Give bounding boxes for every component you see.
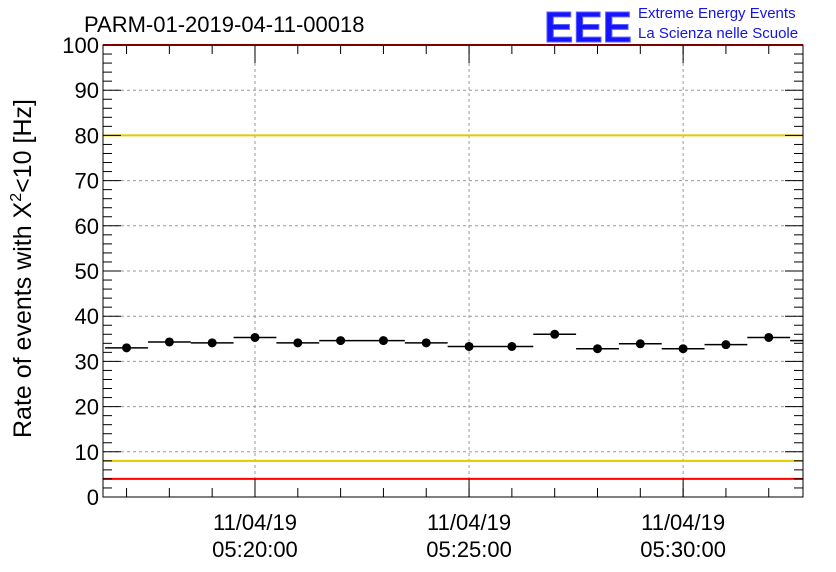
data-series <box>105 329 803 354</box>
y-tick-label: 100 <box>62 33 99 58</box>
data-point <box>250 332 260 342</box>
data-point <box>721 340 731 350</box>
y-tick-label: 70 <box>75 169 99 194</box>
reference-lines <box>103 44 803 480</box>
eee-logo-line1: Extreme Energy Events <box>638 5 796 22</box>
y-tick-label: 30 <box>75 349 99 374</box>
x-tick-label-date: 11/04/19 <box>213 510 297 535</box>
data-point <box>164 337 174 347</box>
y-axis-label-tail: <10 [Hz] <box>9 99 37 193</box>
y-axis-label-superscript: 2 <box>8 193 25 202</box>
data-point <box>464 341 474 351</box>
x-tick-label-date: 11/04/19 <box>641 510 725 535</box>
data-point <box>592 344 602 354</box>
chart-title: PARM-01-2019-04-11-00018 <box>84 12 364 37</box>
data-point <box>764 332 774 342</box>
y-tick-label: 50 <box>75 259 99 284</box>
data-point <box>207 338 217 348</box>
data-point <box>378 336 388 346</box>
x-tick-label-date: 11/04/19 <box>427 510 511 535</box>
data-point <box>421 338 431 348</box>
y-tick-label: 40 <box>75 304 99 329</box>
eee-logo-mark: EEE <box>544 3 632 52</box>
x-tick-label-time: 05:25:00 <box>426 537 512 562</box>
y-tick-label: 90 <box>75 78 99 103</box>
y-tick-label: 0 <box>87 485 99 510</box>
axes: 010203040506070809010011/04/1905:20:0011… <box>62 33 803 562</box>
data-point <box>336 336 346 346</box>
x-tick-label-time: 05:30:00 <box>640 537 726 562</box>
y-tick-label: 20 <box>75 395 99 420</box>
y-tick-label: 80 <box>75 123 99 148</box>
eee-logo: EEE Extreme Energy Events La Scienza nel… <box>544 3 799 53</box>
data-point <box>293 338 303 348</box>
data-point <box>635 339 645 349</box>
data-point <box>122 343 132 353</box>
grid-layer <box>103 45 803 497</box>
y-tick-label: 60 <box>75 214 99 239</box>
data-point <box>550 329 560 339</box>
data-point <box>507 341 517 351</box>
eee-logo-line2: La Scienza nelle Scuole <box>638 25 798 42</box>
data-point <box>678 344 688 354</box>
plot-frame <box>102 44 804 498</box>
y-axis-label-main: Rate of events with X <box>9 201 37 438</box>
x-tick-label-time: 05:20:00 <box>212 537 298 562</box>
y-tick-label: 10 <box>75 440 99 465</box>
y-axis-label: Rate of events with X2<10 [Hz] <box>8 99 37 438</box>
